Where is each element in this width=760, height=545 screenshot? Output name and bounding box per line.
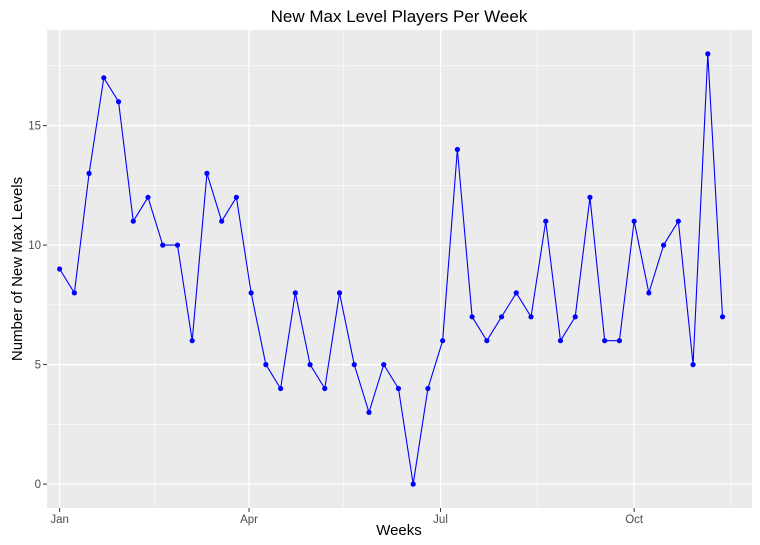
data-point <box>425 385 431 392</box>
data-point <box>115 99 122 105</box>
y-tick-label: 15 <box>28 121 41 133</box>
data-point <box>528 314 534 320</box>
data-point <box>661 242 667 248</box>
data-point <box>292 290 298 296</box>
data-point <box>543 218 549 224</box>
data-point <box>57 266 63 272</box>
data-point <box>189 338 195 344</box>
data-point <box>395 385 402 392</box>
data-point <box>174 242 181 248</box>
plot-panel <box>47 30 752 508</box>
data-point <box>322 385 328 392</box>
x-tick-label: Apr <box>240 514 258 526</box>
x-tick-label: Jan <box>50 514 69 526</box>
data-point <box>160 242 166 248</box>
data-point <box>705 51 711 57</box>
data-point <box>454 146 460 153</box>
data-point <box>145 194 151 200</box>
data-point <box>513 290 519 296</box>
axis-ticks: 0 5 10 15 Jan Apr Jul Oct <box>28 121 644 526</box>
series-line <box>59 53 724 485</box>
data-point <box>307 362 313 368</box>
data-point <box>366 409 372 415</box>
data-point <box>248 290 254 296</box>
data-point <box>498 314 505 320</box>
x-tick-label: Oct <box>625 514 644 526</box>
data-point <box>484 338 490 344</box>
y-tick-label: 5 <box>35 360 41 372</box>
data-point <box>469 314 475 320</box>
data-point <box>130 218 136 224</box>
x-tick-label: Jul <box>433 514 448 526</box>
chart-title: New Max Level Players Per Week <box>271 7 528 26</box>
data-point <box>557 338 564 344</box>
data-point <box>219 218 225 224</box>
data-layer <box>57 51 726 487</box>
data-point <box>690 362 696 368</box>
data-point <box>587 194 593 200</box>
data-point <box>233 194 240 200</box>
y-axis-title: Number of New Max Levels <box>9 177 26 361</box>
data-point <box>572 314 578 320</box>
data-point <box>719 314 726 320</box>
data-point <box>101 75 107 81</box>
data-point <box>675 218 681 224</box>
data-point <box>71 290 77 296</box>
data-point <box>410 481 416 487</box>
data-point <box>631 218 637 224</box>
data-point <box>263 362 269 368</box>
data-point <box>646 290 652 296</box>
data-point <box>277 385 284 392</box>
data-point <box>336 290 343 296</box>
data-point <box>440 338 446 344</box>
data-point <box>351 362 357 368</box>
data-point <box>381 362 387 368</box>
data-point <box>602 338 608 344</box>
x-axis-title: Weeks <box>376 522 422 539</box>
y-tick-label: 10 <box>28 240 41 252</box>
data-point <box>616 338 623 344</box>
data-point <box>86 170 92 176</box>
y-tick-label: 0 <box>35 479 41 491</box>
data-point <box>204 170 210 176</box>
